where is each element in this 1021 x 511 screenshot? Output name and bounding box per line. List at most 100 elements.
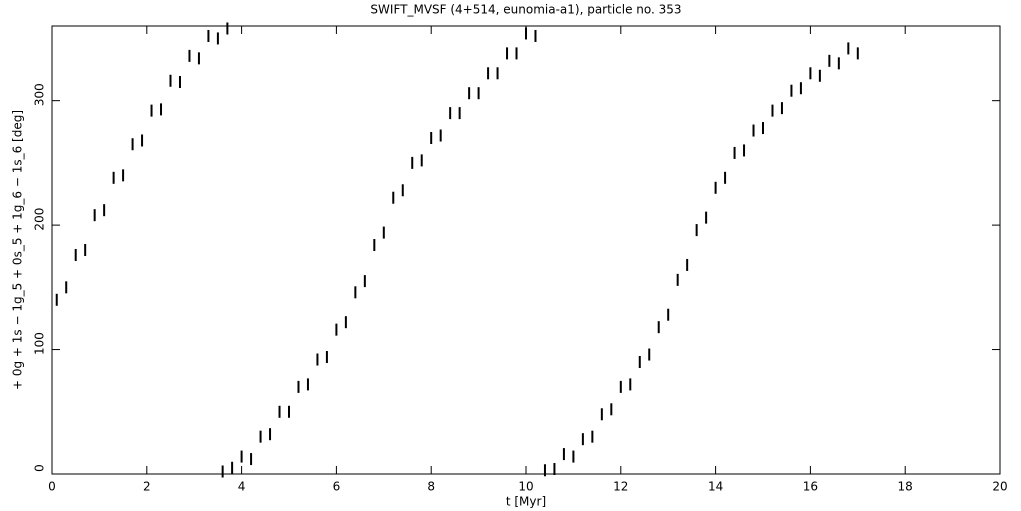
point xyxy=(724,171,727,184)
point xyxy=(752,124,755,137)
point xyxy=(373,239,376,252)
point xyxy=(141,134,144,147)
point xyxy=(55,293,58,306)
point xyxy=(581,433,584,446)
point xyxy=(714,181,717,194)
plot-frame xyxy=(51,25,1001,475)
point xyxy=(705,211,708,224)
point xyxy=(762,122,764,135)
x-tick-label: 8 xyxy=(427,480,435,494)
point xyxy=(477,87,480,100)
point xyxy=(430,132,433,144)
point xyxy=(150,104,153,117)
point xyxy=(197,52,200,65)
point xyxy=(496,67,499,80)
y-tick-label: 0 xyxy=(33,464,47,472)
point xyxy=(809,67,812,80)
point xyxy=(458,107,461,120)
point xyxy=(449,107,452,120)
point xyxy=(629,378,632,391)
x-tick-label: 10 xyxy=(518,480,533,494)
point xyxy=(363,275,366,288)
point xyxy=(771,104,774,117)
point xyxy=(344,316,347,329)
point xyxy=(103,204,106,217)
point xyxy=(648,348,651,361)
point xyxy=(638,356,641,368)
x-tick-label: 12 xyxy=(613,480,628,494)
point xyxy=(847,42,850,55)
x-tick-label: 6 xyxy=(333,480,341,494)
point xyxy=(160,103,163,116)
point xyxy=(325,351,328,364)
point xyxy=(780,102,783,115)
point xyxy=(553,463,556,476)
point xyxy=(828,54,831,67)
point xyxy=(439,129,442,142)
point xyxy=(543,464,546,477)
point xyxy=(278,405,281,418)
point xyxy=(733,146,736,159)
point xyxy=(468,87,471,100)
point xyxy=(169,74,172,87)
point xyxy=(487,67,490,80)
point xyxy=(231,461,234,474)
x-tick-label: 20 xyxy=(992,480,1007,494)
point xyxy=(240,450,243,463)
point xyxy=(667,308,670,321)
point xyxy=(506,47,509,60)
point xyxy=(216,32,219,45)
point xyxy=(420,154,423,167)
x-tick-label: 2 xyxy=(143,480,151,494)
point xyxy=(743,144,746,157)
x-tick-label: 16 xyxy=(803,480,818,494)
x-tick-label: 0 xyxy=(48,480,56,494)
point xyxy=(297,380,300,393)
point xyxy=(316,353,319,366)
point xyxy=(226,22,229,35)
x-tick-label: 18 xyxy=(898,480,913,494)
point xyxy=(818,69,821,82)
y-axis-label: + 0g + 1s − 1g_5 + 0s_5 + 1g_6 − 1s_6 [d… xyxy=(11,110,25,390)
point xyxy=(562,448,565,461)
point xyxy=(131,138,134,151)
point xyxy=(65,281,68,294)
point xyxy=(686,258,689,271)
point xyxy=(837,57,840,70)
point xyxy=(534,29,537,42)
x-tick-label: 4 xyxy=(238,480,246,494)
point xyxy=(600,408,603,421)
point xyxy=(619,380,622,393)
point xyxy=(790,84,793,97)
point xyxy=(112,171,115,184)
point xyxy=(392,191,395,204)
y-tick-label: 300 xyxy=(33,83,47,106)
points xyxy=(55,22,859,478)
x-tick-label: 14 xyxy=(708,480,723,494)
point xyxy=(591,430,594,443)
point xyxy=(221,465,224,478)
point xyxy=(382,226,385,239)
y-tick-label: 100 xyxy=(33,332,47,355)
point xyxy=(93,209,96,222)
point xyxy=(306,378,309,391)
point xyxy=(572,450,575,463)
point xyxy=(259,430,262,443)
point xyxy=(799,82,802,95)
point xyxy=(411,156,414,169)
point xyxy=(856,47,859,60)
point xyxy=(354,286,357,299)
point xyxy=(610,403,613,416)
point xyxy=(657,321,660,334)
point xyxy=(288,405,290,418)
chart-title: SWIFT_MVSF (4+514, eunomia-a1), particle… xyxy=(370,3,681,17)
point xyxy=(250,453,253,466)
point xyxy=(84,244,87,256)
point xyxy=(122,169,125,182)
point xyxy=(207,29,210,42)
x-axis-label: t [Myr] xyxy=(506,495,546,509)
point xyxy=(515,47,518,60)
y-tick-label: 200 xyxy=(33,208,47,231)
point xyxy=(335,323,338,336)
